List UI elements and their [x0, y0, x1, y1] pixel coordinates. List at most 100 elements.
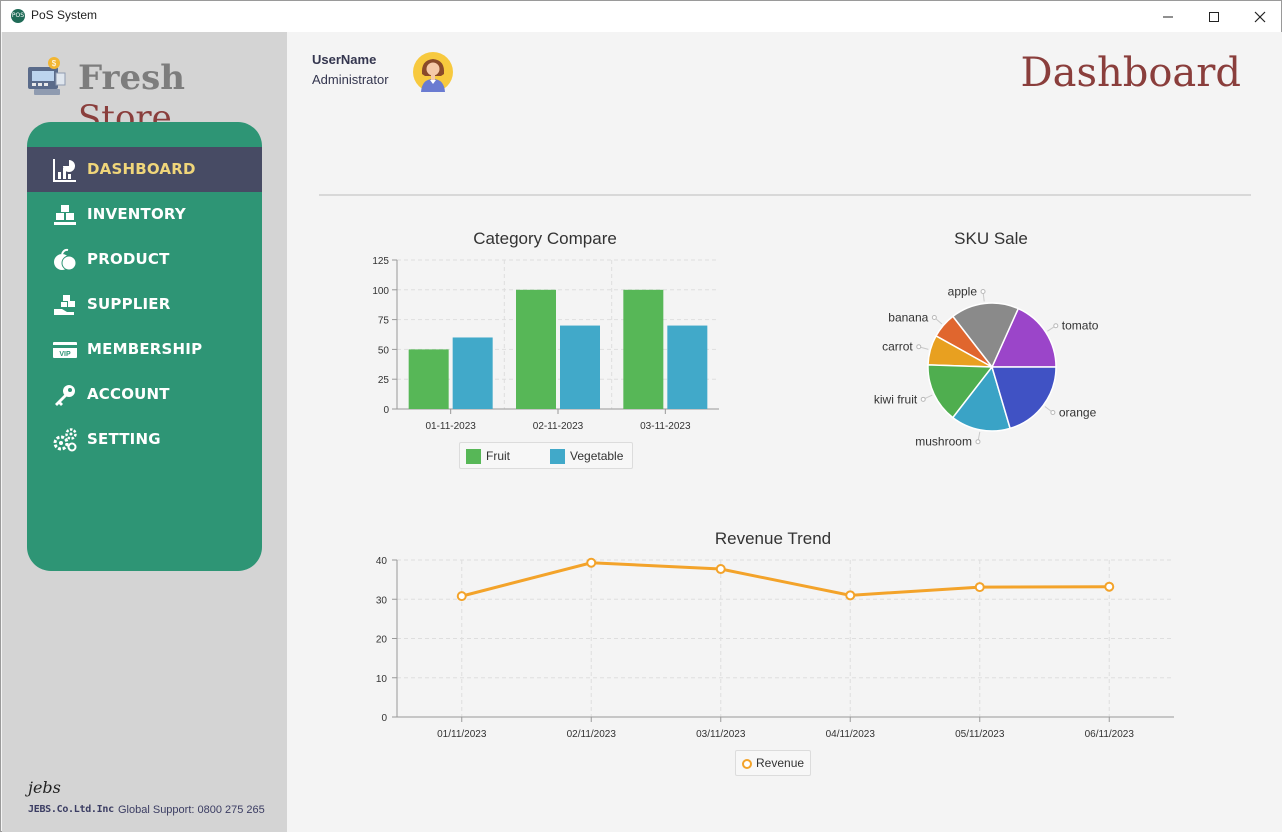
pie-leader-dot — [1050, 409, 1056, 415]
category-compare-chart: 0 25 50 75 100 125 01-11-2023 02-11-2023 03-11-2… — [372, 256, 719, 432]
sku-sale-chart: tomato apple banana carrot kiwi fruit mushroo… — [874, 285, 1099, 449]
legend-swatch-vegetable — [550, 449, 565, 464]
window-title: PoS System — [31, 8, 98, 22]
brand-word-fresh: Fresh — [78, 58, 185, 98]
main-menu: DASHBOARD INVENTORY PRODUCT — [27, 122, 262, 571]
sidebar: $ Fresh Store DASHBOARD — [2, 32, 287, 832]
user-name: UserName — [312, 52, 377, 67]
gears-icon — [53, 428, 77, 452]
menu-label-account: ACCOUNT — [87, 385, 170, 403]
pie-label: orange — [1059, 405, 1097, 419]
line-x-tick-label: 05/11/2023 — [955, 729, 1005, 740]
line-point — [586, 557, 597, 568]
line-x-tick-label: 04/11/2023 — [826, 729, 876, 740]
menu-label-setting: SETTING — [87, 430, 161, 448]
menu-label-supplier: SUPPLIER — [87, 295, 171, 313]
legend-label-revenue: Revenue — [756, 756, 805, 770]
menu-item-dashboard[interactable]: DASHBOARD — [27, 147, 262, 192]
pie-slice-apple — [951, 302, 1020, 369]
user-avatar-icon[interactable] — [413, 52, 453, 92]
menu-item-inventory[interactable]: INVENTORY — [27, 192, 262, 237]
close-icon — [1254, 11, 1266, 23]
pie-slice-orange — [990, 366, 1057, 430]
pie-label: mushroom — [915, 435, 972, 449]
menu-item-supplier[interactable]: SUPPLIER — [27, 282, 262, 327]
bar-fruit — [408, 349, 449, 409]
pie-slice-tomato — [990, 307, 1057, 368]
menu-item-product[interactable]: PRODUCT — [27, 237, 262, 282]
menu-item-account[interactable]: ACCOUNT — [27, 372, 262, 417]
pie-label: tomato — [1062, 319, 1099, 333]
maximize-button[interactable] — [1191, 1, 1237, 32]
bar-vegetable — [452, 337, 493, 409]
bar-y-tick-label: 125 — [372, 256, 389, 267]
maximize-icon — [1209, 12, 1219, 22]
legend-swatch-fruit — [466, 449, 481, 464]
pie-leader-dot — [980, 289, 986, 295]
bar-y-tick-label: 25 — [378, 375, 390, 386]
svg-text:$: $ — [52, 59, 57, 68]
pie-label: carrot — [882, 340, 913, 354]
line-point — [974, 582, 985, 593]
revenue-trend-chart: 0 10 20 30 40 01/11/2023 02/11/2023 03/11/2023 0… — [376, 556, 1174, 740]
pie-leader-dot — [975, 439, 981, 445]
bar-y-tick-label: 0 — [383, 405, 389, 416]
user-role: Administrator — [312, 72, 389, 87]
footer-logo: jebs — [28, 778, 61, 797]
inventory-icon — [54, 205, 76, 225]
line-point — [715, 564, 726, 575]
bar-chart-title: Category Compare — [473, 229, 617, 248]
pie-leader-dot — [920, 396, 926, 402]
line-y-tick-label: 0 — [381, 713, 387, 724]
line-y-tick-label: 20 — [376, 635, 388, 646]
pie-label: kiwi fruit — [874, 392, 918, 406]
title-bar: POS PoS System — [1, 1, 1281, 32]
page-title: Dashboard — [1020, 50, 1241, 96]
pos-terminal-icon: $ — [28, 57, 66, 95]
line-point — [1104, 581, 1115, 592]
pie-leader-dot — [931, 314, 937, 320]
line-y-tick-label: 30 — [376, 595, 388, 606]
product-icon — [54, 248, 77, 271]
pie-chart-title: SKU Sale — [954, 229, 1028, 248]
menu-item-membership[interactable]: VIP MEMBERSHIP — [27, 327, 262, 372]
line-x-tick-label: 01/11/2023 — [437, 729, 487, 740]
menu-label-inventory: INVENTORY — [87, 205, 186, 223]
bar-vegetable — [560, 325, 600, 409]
line-series-revenue — [461, 561, 1110, 598]
pie-slice-mushroom — [951, 365, 1012, 432]
pie-label: banana — [888, 310, 928, 324]
menu-label-membership: MEMBERSHIP — [87, 340, 203, 358]
legend-label-fruit: Fruit — [486, 449, 510, 463]
minimize-button[interactable] — [1145, 1, 1191, 32]
main-content: UserName Administrator Dashboard Categor… — [287, 32, 1282, 832]
line-chart-title: Revenue Trend — [714, 529, 832, 548]
menu-label-dashboard: DASHBOARD — [87, 160, 196, 178]
menu-item-setting[interactable]: SETTING — [27, 417, 262, 462]
bar-x-tick-label: 01-11-2023 — [425, 421, 476, 432]
line-x-tick-label: 06/11/2023 — [1085, 729, 1135, 740]
bar-fruit — [516, 289, 556, 409]
menu-label-product: PRODUCT — [87, 250, 170, 268]
line-y-tick-label: 40 — [376, 556, 388, 567]
header-divider — [319, 194, 1251, 196]
bar-vegetable — [667, 325, 708, 409]
pie-leader-dot — [916, 344, 922, 350]
minimize-icon — [1163, 16, 1173, 18]
bar-x-tick-label: 03-11-2023 — [640, 421, 691, 432]
bar-y-tick-label: 100 — [372, 286, 389, 297]
pie-label: apple — [948, 285, 978, 299]
line-point — [456, 591, 467, 602]
svg-text:VIP: VIP — [59, 351, 71, 358]
bar-x-tick-label: 02-11-2023 — [533, 421, 584, 432]
bar-chart-legend: Fruit Vegetable — [459, 442, 633, 469]
line-x-tick-label: 02/11/2023 — [567, 729, 617, 740]
footer-company: JEBS.Co.Ltd.Inc — [28, 804, 114, 815]
pie-slice-kiwi-fruit — [927, 364, 994, 419]
line-chart-legend: Revenue — [735, 750, 811, 776]
close-button[interactable] — [1237, 1, 1282, 32]
dashboard-icon — [53, 159, 76, 182]
vip-card-icon: VIP — [53, 342, 77, 358]
line-y-tick-label: 10 — [376, 674, 388, 685]
